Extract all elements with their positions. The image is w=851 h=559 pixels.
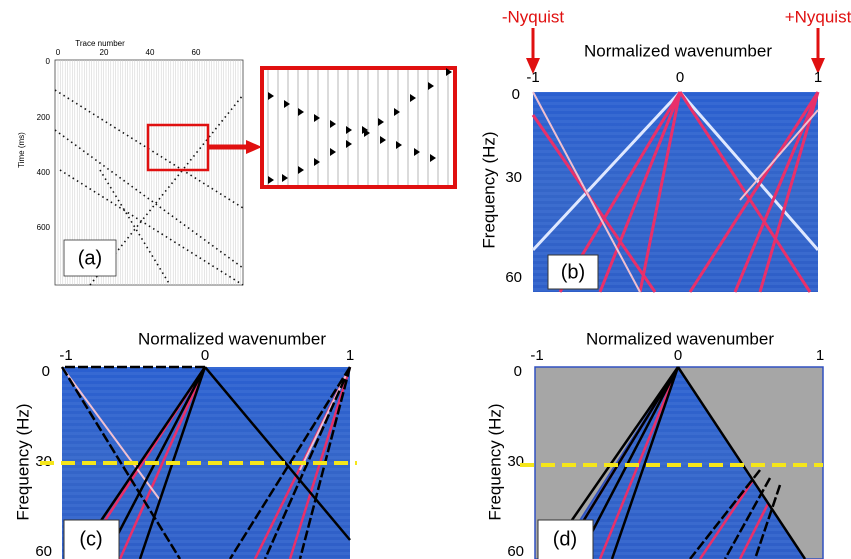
y-axis-title: Time (ms) (17, 132, 26, 168)
y-tick: 60 (505, 269, 522, 286)
y-axis-title: Frequency (Hz) (13, 403, 32, 520)
x-axis-title: Normalized wavenumber (138, 329, 326, 348)
wavelet (410, 94, 416, 102)
panel-label: (b) (561, 261, 585, 283)
panel-label: (d) (553, 528, 577, 550)
wavelet (298, 108, 304, 116)
y-tick: 200 (37, 113, 51, 122)
x-tick: 0 (201, 347, 209, 364)
y-tick: 600 (37, 223, 51, 232)
label-box (63, 519, 120, 559)
nyquist-marker: +Nyquist (785, 7, 851, 26)
wavelet (394, 108, 400, 116)
x-tick: 60 (192, 48, 201, 57)
x-tick: 20 (100, 48, 109, 57)
x-tick: 1 (814, 69, 822, 86)
label-box (547, 254, 599, 290)
y-tick: 30 (507, 453, 524, 470)
wavelet (380, 136, 386, 144)
wavelet (414, 148, 420, 156)
wavelet (268, 92, 274, 100)
y-tick: 0 (46, 57, 51, 66)
wavelet (430, 154, 436, 162)
x-tick: 0 (674, 347, 682, 364)
panel-d: Normalized wavenumber -1 0 1 0 30 60 Fre… (485, 329, 824, 559)
y-tick: 0 (512, 86, 520, 103)
label-box (537, 519, 594, 559)
x-axis-title: Normalized wavenumber (584, 41, 772, 60)
wavelet (330, 148, 336, 156)
x-tick: -1 (526, 69, 539, 86)
y-tick: 60 (35, 543, 52, 559)
wavelet (268, 176, 274, 184)
x-tick: -1 (59, 347, 72, 364)
y-tick: 60 (507, 543, 524, 559)
x-tick: 1 (816, 347, 824, 364)
wavelet (314, 158, 320, 166)
zoom-traces (267, 68, 452, 185)
panel-c: Normalized wavenumber -1 0 1 0 30 60 Fre… (13, 329, 357, 559)
x-tick: 1 (346, 347, 354, 364)
zoom-arrow-head (246, 140, 262, 154)
panel-b: -Nyquist +Nyquist Normalized wavenumber … (479, 7, 851, 293)
nyquist-marker: -Nyquist (502, 7, 565, 26)
x-axis-title: Trace number (75, 39, 125, 48)
wavelet (396, 141, 402, 149)
panel-a: Trace number 0 20 40 60 0 200 400 600 Ti… (17, 39, 457, 286)
y-axis-title: Frequency (Hz) (479, 131, 498, 248)
wavelet (284, 100, 290, 108)
wavelet (446, 68, 452, 76)
x-tick: 0 (676, 69, 684, 86)
x-axis-title: Normalized wavenumber (586, 329, 774, 348)
wavelet (428, 82, 434, 90)
wavelet (378, 118, 384, 126)
x-tick: 0 (56, 48, 61, 57)
x-tick: 40 (146, 48, 155, 57)
y-tick: 0 (514, 363, 522, 380)
wavelet (330, 120, 336, 128)
wavelet (346, 126, 352, 134)
wavelet (362, 126, 368, 134)
wavelet (298, 166, 304, 174)
wavelet (282, 174, 288, 182)
zoom-panel (260, 66, 457, 189)
wavelet (346, 140, 352, 148)
y-axis-title: Frequency (Hz) (485, 403, 504, 520)
y-tick: 30 (505, 169, 522, 186)
aliased-events (531, 90, 820, 293)
marker-arrows (531, 28, 820, 60)
panel-label: (a) (78, 247, 102, 269)
label-box (63, 239, 117, 277)
x-tick: -1 (530, 347, 543, 364)
panel-label: (c) (79, 528, 102, 550)
y-tick: 0 (42, 363, 50, 380)
wavelet (314, 114, 320, 122)
y-tick: 400 (37, 168, 51, 177)
